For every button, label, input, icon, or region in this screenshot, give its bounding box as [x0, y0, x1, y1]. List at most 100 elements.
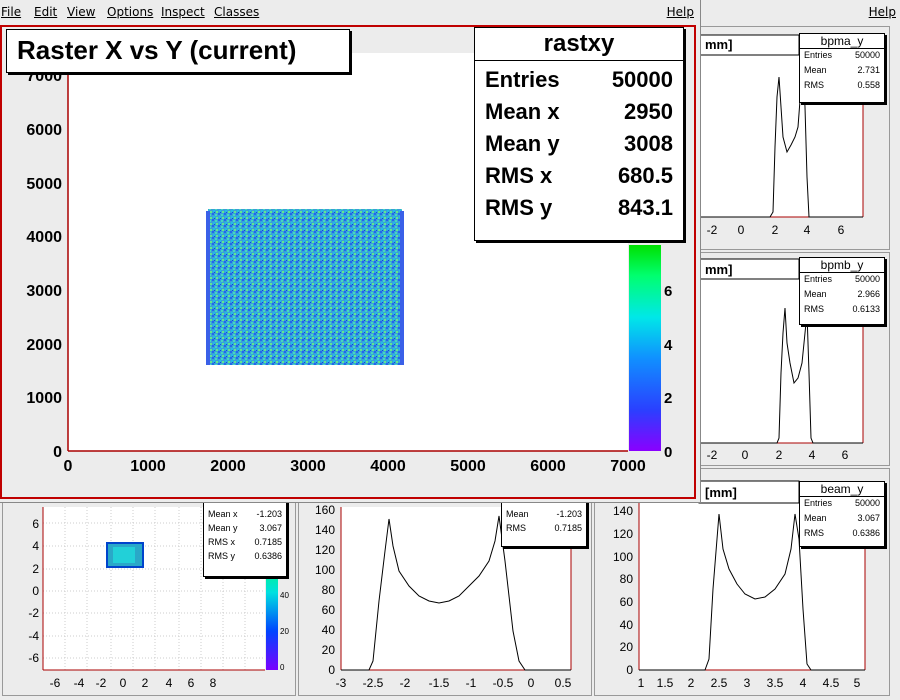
- stat-row: RMS 0.6133: [804, 304, 880, 314]
- bpmb-xtick: 2: [776, 448, 783, 462]
- bg-menubar: Help: [0, 0, 900, 24]
- bpmb-stats-name: bpmb_y: [800, 258, 884, 273]
- beamxy-ytick: -6: [28, 651, 39, 665]
- bpma-histogram: [699, 71, 863, 218]
- menu-classes[interactable]: Classes: [214, 5, 260, 19]
- beamy-xtick: 4: [800, 676, 807, 690]
- x-tick: 5000: [450, 458, 486, 475]
- x-tick: 4000: [370, 458, 406, 475]
- beamy-ytick: 100: [613, 550, 633, 564]
- beamy-ytick: 20: [620, 640, 634, 654]
- menu-edit[interactable]: Edit: [34, 5, 58, 19]
- beamy-xtick: 1.5: [657, 676, 674, 690]
- beamx-ytick: 0: [328, 663, 335, 677]
- beamy-ytick: 120: [613, 527, 633, 541]
- bpma-title: mm]: [705, 37, 732, 52]
- palette-ticks: 0 2 4 6: [664, 283, 673, 461]
- rastxy-stats-name: rastxy: [475, 28, 683, 61]
- beamx-ytick: 80: [322, 583, 336, 597]
- x-tick: 0: [64, 458, 73, 475]
- beamxy-ytick: -2: [28, 606, 39, 620]
- beamy-xtick: 4.5: [823, 676, 840, 690]
- beamy-ytick: 80: [620, 572, 634, 586]
- palette-bar: [629, 245, 661, 451]
- beamx-ytick: 140: [315, 523, 335, 537]
- beamx-xtick: -0.5: [493, 676, 514, 690]
- main-menubar: File Edit View Options Inspect Classes H…: [0, 0, 700, 24]
- beamx-xtick: -2: [400, 676, 411, 690]
- x-tick: 6000: [530, 458, 566, 475]
- beamxy-xtick: -4: [74, 676, 85, 690]
- stat-row: RMS x 0.7185: [208, 537, 282, 547]
- main-help-menu[interactable]: Help: [666, 5, 694, 19]
- beamy-histogram: [639, 513, 865, 671]
- beamy-x-ticks: 1 1.5 2 2.5 3 3.5 4 4.5 5: [638, 676, 861, 690]
- y-tick: 2000: [26, 337, 62, 354]
- beamy-xtick: 2: [688, 676, 695, 690]
- menu-view[interactable]: View: [67, 5, 96, 19]
- beamxy-x-ticks: -6 -4 -2 0 2 4 6 8: [50, 676, 217, 690]
- stat-row: Mean x 2950: [485, 99, 673, 124]
- beamxy-xtick: -6: [50, 676, 61, 690]
- y-tick: 4000: [26, 229, 62, 246]
- beamxy-paltick: 20: [280, 627, 289, 636]
- main-canvas-frame: 0 2 4 6 0 1000 2000 3000 4000 5000 6000 …: [0, 25, 696, 499]
- beamxy-ytick: 4: [32, 539, 39, 553]
- beamxy-xtick: 2: [142, 676, 149, 690]
- beamxy-panel[interactable]: 0 20 40 60 80 -6 -4 -2 0 2 4 6 -6 -4 -2 …: [2, 493, 296, 696]
- beamy-panel[interactable]: 0 20 40 60 80 100 120 140 160 1 1.5 2 2.…: [594, 468, 890, 696]
- bpmb-x-ticks: -2 0 2 4 6: [707, 448, 849, 462]
- rastxy-stats-box: rastxy Entries 50000 Mean x 2950 Mean y 300…: [474, 27, 684, 241]
- beamx-ytick: 100: [315, 563, 335, 577]
- beamy-ytick: 140: [613, 504, 633, 518]
- main-canvas-window[interactable]: File Edit View Options Inspect Classes H…: [0, 0, 701, 503]
- beamx-histogram: [341, 515, 571, 671]
- beamy-xtick: 2.5: [711, 676, 728, 690]
- raster-data-region: [208, 209, 402, 365]
- menu-options[interactable]: Options: [107, 5, 154, 19]
- beamy-ytick: 40: [620, 618, 634, 632]
- bpmb-histogram: [699, 307, 863, 444]
- beamx-panel[interactable]: 0 20 40 60 80 100 120 140 160 -3 -2.5 -2…: [298, 493, 592, 696]
- beamx-ytick: 60: [322, 603, 336, 617]
- menu-file[interactable]: File: [1, 5, 22, 19]
- palette-tick: 0: [664, 444, 672, 461]
- bg-help-menu[interactable]: Help: [868, 5, 896, 19]
- beamx-xtick: -1.5: [429, 676, 450, 690]
- beamxy-paltick: 0: [280, 663, 285, 672]
- beamy-xtick: 3: [744, 676, 751, 690]
- beamy-title: [mm]: [705, 485, 737, 500]
- beamx-ytick: 40: [322, 623, 336, 637]
- beamxy-y-ticks: -6 -4 -2 0 2 4 6: [28, 517, 39, 665]
- beamxy-ytick: -4: [28, 629, 39, 643]
- beamy-stats-name: beam_y: [800, 482, 884, 497]
- beamy-xtick: 1: [638, 676, 645, 690]
- menu-inspect[interactable]: Inspect: [161, 5, 205, 19]
- stat-row: RMS y 843.1: [485, 195, 673, 220]
- x-axis-ticks: 0 1000 2000 3000 4000 5000 6000 7000: [64, 458, 646, 475]
- beamxy-paltick: 40: [280, 591, 289, 600]
- bpma-xtick: 0: [738, 223, 745, 237]
- beamy-ytick: 60: [620, 595, 634, 609]
- stat-row: Mean y 3008: [485, 131, 673, 156]
- stat-row: Mean y 3.067: [208, 523, 282, 533]
- beamx-xtick: -3: [336, 676, 347, 690]
- y-tick: 6000: [26, 122, 62, 139]
- bpmb-xtick: 6: [842, 448, 849, 462]
- beamx-y-ticks: 0 20 40 60 80 100 120 140 160: [315, 503, 335, 677]
- bpma-x-ticks: -2 0 2 4 6: [707, 223, 845, 237]
- beamxy-ytick: 0: [32, 584, 39, 598]
- palette-tick: 4: [664, 337, 673, 354]
- stat-row: RMS y 0.6386: [208, 551, 282, 561]
- y-axis-ticks: 0 1000 2000 3000 4000 5000 6000 7000: [26, 68, 62, 461]
- bpmb-xtick: 0: [742, 448, 749, 462]
- beamy-ytick: 0: [626, 663, 633, 677]
- palette-tick: 6: [664, 283, 672, 300]
- bpma-stats-box: bpma_y Entries 50000 Mean 2.731 RMS 0.558: [799, 33, 885, 103]
- stat-row: Mean 2.966: [804, 289, 880, 299]
- y-tick: 5000: [26, 176, 62, 193]
